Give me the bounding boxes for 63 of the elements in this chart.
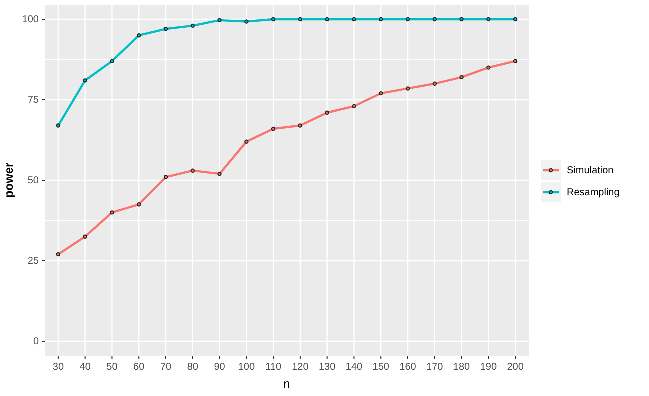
y-tick-label: 50: [28, 176, 40, 187]
point: [513, 17, 518, 22]
point: [56, 252, 61, 257]
y-tick-label: 75: [28, 95, 40, 106]
x-axis-title: n: [284, 377, 290, 391]
point: [325, 17, 330, 22]
point: [379, 17, 384, 22]
y-tick-label: 0: [33, 336, 40, 348]
x-tick-label: 130: [318, 362, 336, 373]
point: [164, 27, 168, 32]
point: [244, 20, 249, 24]
point: [406, 86, 410, 91]
point: [56, 124, 61, 128]
point: [486, 66, 491, 70]
x-tick-label: 190: [480, 362, 498, 373]
point: [190, 168, 195, 173]
point: [352, 104, 356, 109]
x-tick-label: 70: [160, 362, 172, 373]
point: [298, 124, 303, 128]
x-tick-label: 170: [426, 362, 444, 373]
point: [432, 17, 437, 22]
point: [137, 202, 142, 207]
point: [271, 126, 276, 132]
y-tick-label: 25: [28, 256, 40, 268]
x-tick-label: 80: [187, 362, 199, 373]
x-tick-label: 180: [453, 362, 471, 373]
point: [325, 110, 330, 115]
point: [379, 91, 384, 96]
point: [190, 24, 195, 28]
x-tick-label: 30: [52, 362, 64, 373]
point: [110, 59, 114, 64]
point: [432, 82, 437, 86]
x-tick-label: 140: [346, 362, 363, 373]
x-tick-label: 150: [372, 362, 390, 373]
x-tick-label: 120: [292, 362, 310, 373]
legend-label: Simulation: [567, 166, 614, 177]
y-axis-title: power: [2, 162, 16, 198]
legend-label: Resampling: [567, 188, 620, 199]
x-tick-label: 50: [106, 362, 118, 373]
x-tick-label: 100: [238, 362, 256, 373]
point: [218, 18, 222, 23]
point: [164, 175, 168, 180]
point: [83, 78, 88, 83]
point: [244, 140, 249, 144]
x-tick-label: 200: [507, 362, 524, 373]
x-tick-label: 40: [80, 362, 92, 373]
point: [298, 17, 303, 22]
point: [110, 210, 114, 215]
x-tick-label: 160: [400, 362, 417, 373]
x-tick-label: 60: [134, 362, 146, 373]
x-tick-label: 110: [266, 362, 282, 373]
point: [218, 172, 222, 176]
point: [137, 33, 142, 38]
x-tick-label: 90: [214, 362, 226, 373]
point: [513, 59, 518, 64]
point: [83, 234, 88, 239]
y-tick-label: 100: [22, 14, 40, 26]
point: [406, 17, 410, 22]
point: [460, 17, 464, 22]
point: [486, 17, 491, 22]
point: [352, 17, 356, 22]
point: [460, 75, 464, 80]
point: [271, 17, 276, 22]
